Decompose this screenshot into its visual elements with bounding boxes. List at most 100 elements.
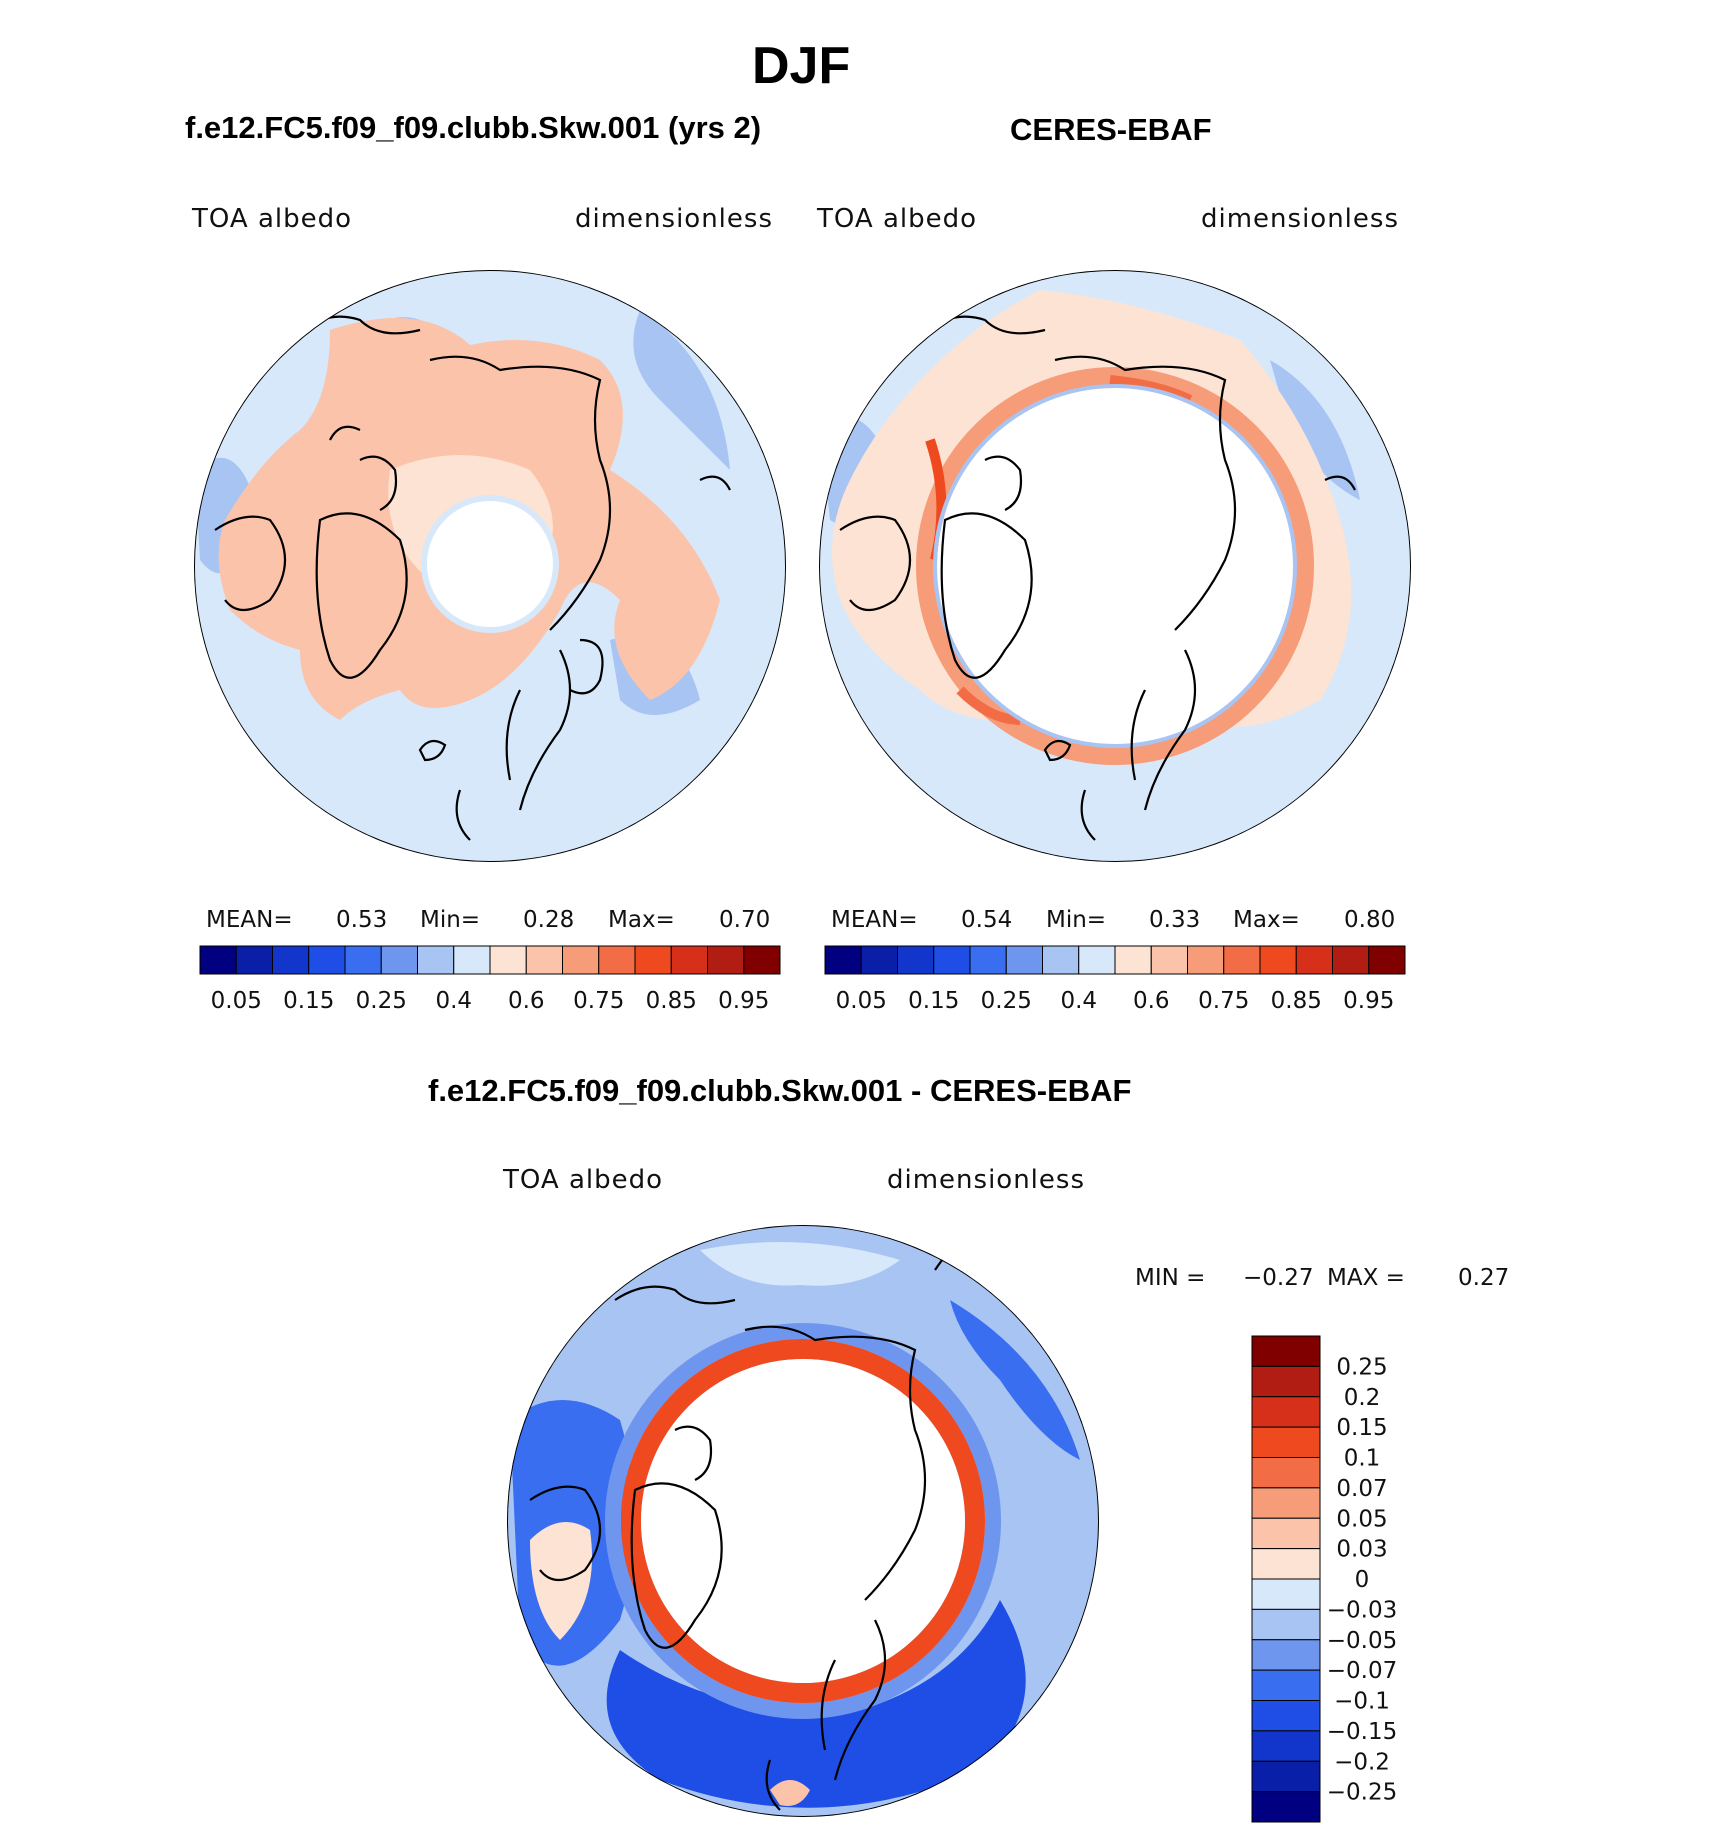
colorbar-diff-tick-label: 0.05	[1336, 1506, 1387, 1532]
colorbar-left-tick-label: 0.85	[646, 988, 697, 1014]
colorbar-left-swatch	[634, 945, 672, 975]
diff-min-value: −0.27	[1243, 1265, 1314, 1291]
colorbar-right-tick-label: 0.25	[981, 988, 1032, 1014]
colorbar-left-swatch	[743, 945, 781, 975]
colorbar-left-swatch	[235, 945, 273, 975]
panel-right-variable: TOA albedo	[817, 204, 978, 234]
colorbar-diff-swatch	[1251, 1365, 1321, 1398]
colorbar-diff-swatch	[1251, 1457, 1321, 1489]
colorbar-left-swatch	[670, 945, 708, 975]
colorbar-diff-swatch	[1251, 1760, 1321, 1793]
colorbar-diff-swatch	[1251, 1791, 1321, 1823]
colorbar-diff-swatch	[1251, 1548, 1321, 1580]
colorbar-diff-swatch	[1251, 1700, 1321, 1732]
colorbar-right-swatch	[1368, 945, 1406, 975]
colorbar-right-tick-label: 0.05	[836, 988, 887, 1014]
colorbar-diff-swatch	[1251, 1396, 1321, 1428]
colorbar-right-swatch	[933, 945, 971, 975]
colorbar-diff-tick-label: −0.25	[1327, 1780, 1397, 1806]
diff-units: dimensionless	[887, 1165, 1085, 1195]
right-mean-value: 0.54	[961, 907, 1013, 933]
colorbar-right-swatch	[1114, 945, 1152, 975]
left-min-value: 0.28	[523, 907, 575, 933]
colorbar-left-swatch	[344, 945, 382, 975]
colorbar-left-swatch	[199, 945, 237, 975]
colorbar-diff-tick-label: 0.2	[1344, 1385, 1381, 1411]
diff-max-label: MAX =	[1327, 1265, 1405, 1291]
colorbar-right-tick-label: 0.6	[1133, 988, 1170, 1014]
panel-right-title: CERES-EBAF	[1010, 112, 1212, 147]
right-mean-label: MEAN=	[831, 907, 918, 933]
colorbar-diff-swatch	[1251, 1669, 1321, 1701]
colorbar-left-swatch	[417, 945, 455, 975]
colorbar-right-swatch	[1150, 945, 1188, 975]
colorbar-right-swatch	[1259, 945, 1297, 975]
colorbar-left-tick-label: 0.4	[435, 988, 472, 1014]
right-max-value: 0.80	[1344, 907, 1396, 933]
colorbar-left-swatch	[453, 945, 491, 975]
colorbar-diff-tick-label: 0.07	[1336, 1476, 1387, 1502]
colorbar-diff-swatch	[1251, 1335, 1321, 1367]
colorbar-right-tick-label: 0.15	[908, 988, 959, 1014]
right-min-value: 0.33	[1149, 907, 1201, 933]
map-right-obs	[819, 270, 1411, 862]
colorbar-diff-tick-label: −0.03	[1327, 1597, 1397, 1623]
diff-variable: TOA albedo	[503, 1165, 664, 1195]
panel-left-title: f.e12.FC5.f09_f09.clubb.Skw.001 (yrs 2)	[185, 110, 762, 145]
colorbar-diff-swatch	[1251, 1639, 1321, 1671]
colorbar-diff-swatch	[1251, 1730, 1321, 1762]
colorbar-right-swatch	[1042, 945, 1080, 975]
colorbar-left-swatch	[525, 945, 563, 975]
colorbar-diff-tick-label: 0.25	[1336, 1354, 1387, 1380]
colorbar-right-swatch	[860, 945, 898, 975]
left-max-value: 0.70	[719, 907, 771, 933]
map-difference	[507, 1225, 1099, 1817]
panel-left-units: dimensionless	[575, 204, 773, 234]
colorbar-diff-tick-label: −0.15	[1327, 1719, 1397, 1745]
left-mean-label: MEAN=	[206, 907, 293, 933]
colorbar-left-swatch	[308, 945, 346, 975]
right-max-label: Max=	[1233, 907, 1300, 933]
colorbar-diff-swatch	[1251, 1578, 1321, 1610]
colorbar-right-swatch	[1005, 945, 1043, 975]
colorbar-diff-swatch	[1251, 1517, 1321, 1550]
colorbar-diff-swatch	[1251, 1426, 1321, 1458]
colorbar-right-tick-label: 0.75	[1198, 988, 1249, 1014]
colorbar-diff-tick-label: 0.1	[1344, 1446, 1381, 1472]
diff-max-value: 0.27	[1458, 1265, 1510, 1291]
left-mean-value: 0.53	[336, 907, 388, 933]
diff-title: f.e12.FC5.f09_f09.clubb.Skw.001 - CERES-…	[428, 1073, 1132, 1108]
colorbar-left: 0.05 0.15 0.25 0.4 0.6 0.75 0.85 0.95	[199, 945, 781, 1014]
colorbar-left-swatch	[562, 945, 600, 975]
colorbar-left-tick-label: 0.05	[211, 988, 262, 1014]
colorbar-left-tick-label: 0.25	[356, 988, 407, 1014]
colorbar-right-swatch	[897, 945, 935, 975]
colorbar-right-swatch	[1223, 945, 1261, 975]
colorbar-left-tick-label: 0.75	[573, 988, 624, 1014]
colorbar-right-tick-label: 0.85	[1271, 988, 1322, 1014]
colorbar-right-swatch	[1078, 945, 1116, 975]
panel-left-variable: TOA albedo	[192, 204, 353, 234]
colorbar-left-swatch	[707, 945, 745, 975]
left-max-label: Max=	[608, 907, 675, 933]
diff-min-label: MIN =	[1135, 1265, 1206, 1291]
colorbar-right-swatch	[824, 945, 862, 975]
colorbar-diff-tick-label: −0.07	[1327, 1658, 1397, 1684]
colorbar-left-swatch	[489, 945, 527, 975]
colorbar-right-tick-label: 0.95	[1343, 988, 1394, 1014]
colorbar-right-tick-label: 0.4	[1060, 988, 1097, 1014]
colorbar-left-swatch	[272, 945, 310, 975]
colorbar-diff-swatch	[1251, 1487, 1321, 1519]
colorbar-left-tick-label: 0.95	[718, 988, 769, 1014]
colorbar-left-tick-label: 0.15	[283, 988, 334, 1014]
colorbar-right: 0.05 0.15 0.25 0.4 0.6 0.75 0.85 0.95	[824, 945, 1406, 1014]
panel-right-units: dimensionless	[1201, 204, 1399, 234]
colorbar-left-tick-label: 0.6	[508, 988, 545, 1014]
colorbar-left-swatch	[598, 945, 636, 975]
right-min-label: Min=	[1046, 907, 1107, 933]
left-min-label: Min=	[420, 907, 481, 933]
figure-title: DJF	[752, 37, 851, 95]
colorbar-right-swatch	[1332, 945, 1370, 975]
colorbar-right-swatch	[1187, 945, 1225, 975]
